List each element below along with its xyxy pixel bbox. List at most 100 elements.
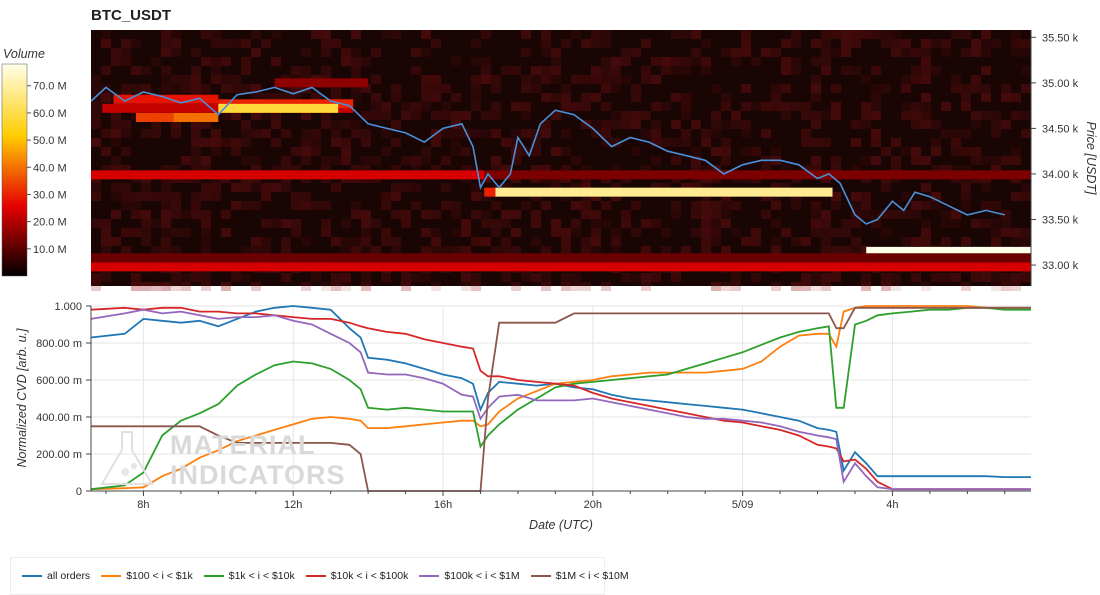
heatmap-cell <box>901 39 911 48</box>
legend-item[interactable]: $100 < i < $1k <box>101 570 193 582</box>
heatmap-cell <box>601 120 611 129</box>
heatmap-cell <box>231 84 241 93</box>
heatmap-cell <box>831 102 841 111</box>
heatmap-cell <box>711 120 721 129</box>
heatmap-cell <box>811 273 821 282</box>
heatmap-cell <box>431 165 441 174</box>
heatmap-cell <box>771 48 781 57</box>
heatmap-cell <box>231 138 241 147</box>
heatmap-cell <box>821 30 831 39</box>
heatmap-cell <box>811 111 821 120</box>
heatmap-cell <box>791 237 801 246</box>
heatmap-band <box>484 170 1032 180</box>
heatmap-cell <box>581 210 591 219</box>
legend-item[interactable]: $1M < i < $10M <box>530 570 629 582</box>
heatmap-cell <box>621 273 631 282</box>
heatmap-cell <box>641 246 651 255</box>
legend-swatch <box>305 575 326 577</box>
heatmap-cell <box>471 75 481 84</box>
heatmap-cell <box>641 39 651 48</box>
heatmap-cell <box>681 129 691 138</box>
heatmap-cell <box>981 273 991 282</box>
heatmap-cell <box>201 30 211 39</box>
legend-item[interactable]: all orders <box>22 570 90 582</box>
heatmap-cell <box>781 183 791 192</box>
heatmap-cell <box>391 246 401 255</box>
heatmap-cell <box>331 93 341 102</box>
heatmap-cell <box>881 282 891 291</box>
heatmap-cell <box>351 84 361 93</box>
heatmap-cell <box>401 273 411 282</box>
heatmap-cell <box>971 111 981 120</box>
heatmap-cell <box>1011 30 1021 39</box>
heatmap-cell <box>301 237 311 246</box>
heatmap-cell <box>301 201 311 210</box>
heatmap-cell <box>491 156 501 165</box>
heatmap-cell <box>781 165 791 174</box>
heatmap-cell <box>271 165 281 174</box>
heatmap-cell <box>261 219 271 228</box>
heatmap-cell <box>591 210 601 219</box>
heatmap-cell <box>951 129 961 138</box>
heatmap-cell <box>171 120 181 129</box>
heatmap-cell <box>841 30 851 39</box>
heatmap-cell <box>91 282 101 291</box>
heatmap-cell <box>911 147 921 156</box>
heatmap-cell <box>521 111 531 120</box>
heatmap-cell <box>841 228 851 237</box>
heatmap-cell <box>211 57 221 66</box>
heatmap-cell <box>981 93 991 102</box>
heatmap-cell <box>931 192 941 201</box>
legend-item[interactable]: $100k < i < $1M <box>419 570 520 582</box>
heatmap-cell <box>531 129 541 138</box>
heatmap-cell <box>721 156 731 165</box>
heatmap-cell <box>171 192 181 201</box>
heatmap-cell <box>211 138 221 147</box>
heatmap-cell <box>961 183 971 192</box>
heatmap-cell <box>351 246 361 255</box>
heatmap-cell <box>991 273 1001 282</box>
heatmap-cell <box>571 201 581 210</box>
legend-item[interactable]: $10k < i < $100k <box>305 570 408 582</box>
heatmap-cell <box>991 237 1001 246</box>
heatmap-cell <box>491 165 501 174</box>
heatmap-cell <box>711 219 721 228</box>
heatmap-cell <box>371 93 381 102</box>
heatmap-cell <box>781 228 791 237</box>
heatmap-cell <box>171 84 181 93</box>
heatmap-cell <box>961 102 971 111</box>
heatmap-cell <box>701 129 711 138</box>
heatmap-cell <box>561 165 571 174</box>
heatmap-cell <box>581 201 591 210</box>
heatmap-cell <box>981 111 991 120</box>
heatmap-cell <box>651 138 661 147</box>
heatmap-cell <box>681 30 691 39</box>
heatmap-cell <box>981 156 991 165</box>
heatmap-cell <box>121 48 131 57</box>
heatmap-cell <box>881 183 891 192</box>
heatmap-cell <box>901 111 911 120</box>
heatmap-cell <box>241 183 251 192</box>
heatmap-cell <box>241 201 251 210</box>
heatmap-cell <box>821 282 831 291</box>
heatmap-cell <box>591 93 601 102</box>
heatmap-cell <box>501 66 511 75</box>
heatmap-cell <box>241 66 251 75</box>
legend-label: $100k < i < $1M <box>444 570 520 582</box>
heatmap-cell <box>901 75 911 84</box>
heatmap-cell <box>91 192 101 201</box>
heatmap-cell <box>241 246 251 255</box>
cvd-tick-label: 0 <box>76 486 82 498</box>
heatmap-cell <box>191 129 201 138</box>
heatmap-cell <box>701 66 711 75</box>
heatmap-cell <box>811 84 821 93</box>
heatmap-band <box>91 253 1031 263</box>
heatmap-cell <box>571 282 581 291</box>
heatmap-cell <box>561 237 571 246</box>
heatmap-cell <box>171 39 181 48</box>
heatmap-cell <box>121 147 131 156</box>
heatmap-cell <box>831 192 841 201</box>
heatmap-cell <box>931 273 941 282</box>
heatmap-cell <box>981 66 991 75</box>
legend-item[interactable]: $1k < i < $10k <box>203 570 295 582</box>
